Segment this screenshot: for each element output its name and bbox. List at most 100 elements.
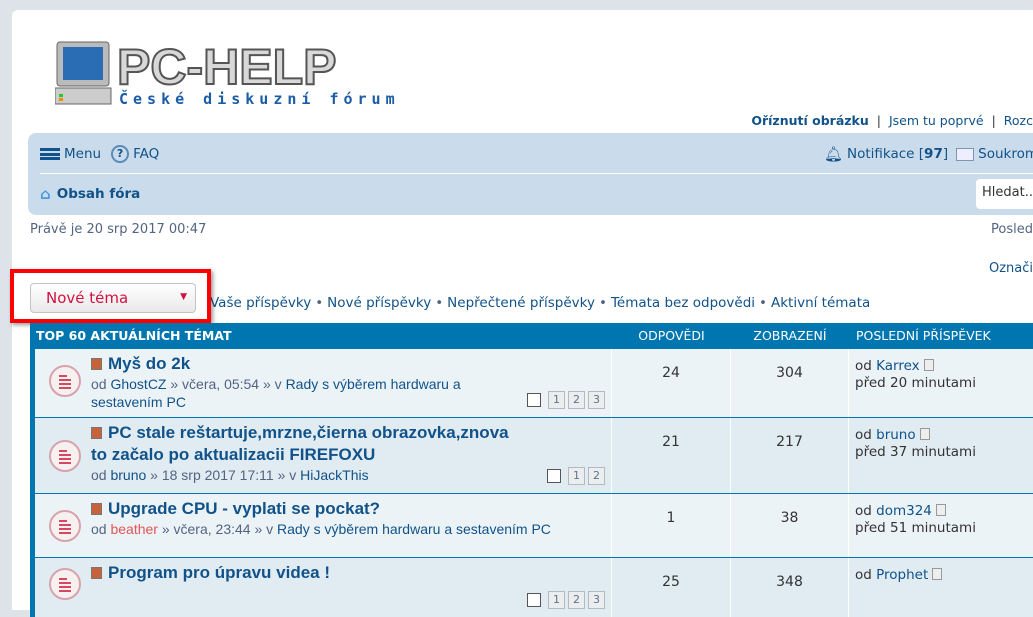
navbar-divider (40, 173, 1033, 174)
topic-title-link[interactable]: Myš do 2k (108, 354, 191, 373)
view-latest-post-icon[interactable] (935, 504, 946, 516)
last-author-link[interactable]: Karrex (876, 358, 920, 374)
pc-help-logo[interactable]: PC-HELP České diskuzní fórum (55, 40, 417, 108)
view-latest-post-icon[interactable] (932, 568, 943, 580)
messages-link[interactable]: Soukrom (978, 146, 1033, 162)
header-title: TOP 60 AKTUÁLNÍCH TÉMAT (36, 328, 232, 343)
last-post: od dom324 před 51 minutami (849, 494, 982, 557)
header-last-post: POSLEDNÍ PŘÍSPĚVEK (856, 328, 991, 343)
crop-image-link[interactable]: Oříznutí obrázku (751, 113, 869, 128)
page-link[interactable]: 1 (548, 591, 565, 609)
search-input[interactable]: Hledat... (976, 179, 1033, 209)
post-icon (91, 427, 102, 439)
notifications-label: Notifikace [ (847, 146, 925, 162)
view-latest-post-icon[interactable] (919, 428, 930, 440)
multipage-icon (547, 469, 561, 483)
last-author-link[interactable]: Prophet (876, 567, 929, 583)
first-time-link[interactable]: Jsem tu poprvé (888, 113, 984, 128)
last-post: od Karrex před 20 minutami (849, 349, 982, 417)
your-posts-link[interactable]: Vaše příspěvky (210, 295, 312, 311)
author-link[interactable]: bruno (110, 467, 147, 483)
topic-read-icon (49, 568, 81, 600)
page-link[interactable]: 3 (588, 391, 605, 409)
unread-posts-link[interactable]: Nepřečtené příspěvky (447, 295, 595, 311)
topic-meta: od beather » včera, 23:44 » v Rady s výb… (91, 520, 591, 538)
topic-meta: od GhostCZ » včera, 05:54 » v Rady s výb… (91, 375, 511, 411)
new-topic-button[interactable]: Nové téma ▼ (30, 283, 196, 313)
post-time: » včera, 23:44 » v (157, 521, 278, 537)
topics-table: TOP 60 AKTUÁLNÍCH TÉMAT ODPOVĚDI ZOBRAZE… (30, 323, 1033, 617)
notifications-link[interactable]: Notifikace [97] (847, 146, 948, 162)
last-post-time: před 20 minutami (855, 375, 976, 391)
view-latest-post-icon[interactable] (923, 359, 934, 371)
page-link[interactable]: 2 (568, 591, 585, 609)
navbar: Menu ? FAQ 🔔︎ Notifikace [97] Soukrom ⌂ … (28, 133, 1033, 215)
forum-index-link[interactable]: Obsah fóra (56, 186, 141, 202)
by-label: od (91, 376, 111, 392)
topic-title-link[interactable]: PC stale reštartuje,mrzne,čierna obrazov… (91, 423, 509, 464)
header-views: ZOBRAZENÍ (753, 328, 827, 343)
last-visit: Posled (991, 222, 1033, 237)
multipage-icon (527, 593, 541, 607)
post-icon (91, 503, 102, 515)
by-label: od (855, 567, 877, 583)
topic-read-icon (49, 365, 81, 397)
table-row: PC stale reštartuje,mrzne,čierna obrazov… (35, 417, 1033, 493)
page-link[interactable]: 1 (548, 391, 565, 409)
post-icon (91, 358, 102, 370)
faq-link[interactable]: FAQ (133, 146, 160, 162)
new-posts-link[interactable]: Nové příspěvky (327, 295, 432, 311)
page-link[interactable]: 2 (568, 391, 585, 409)
by-label: od (855, 503, 877, 519)
views-count: 217 (731, 418, 849, 493)
by-label: od (855, 358, 877, 374)
by-label: od (91, 521, 111, 537)
forum-link[interactable]: Rady s výběrem hardwaru a sestavením PC (91, 376, 461, 410)
svg-text:PC-HELP: PC-HELP (117, 40, 336, 95)
svg-text:České diskuzní fórum: České diskuzní fórum (119, 89, 400, 108)
last-author-link[interactable]: dom324 (876, 503, 932, 519)
caret-down-icon: ▼ (180, 292, 187, 302)
forum-link[interactable]: HiJackThis (300, 467, 369, 483)
more-link[interactable]: Rozc (1003, 113, 1033, 128)
mark-read-link[interactable]: Označi (988, 261, 1033, 276)
topic-title-link[interactable]: Program pro úpravu videa ! (108, 563, 330, 582)
header-replies: ODPOVĚDI (638, 328, 705, 343)
topic-meta: od bruno » 18 srp 2017 17:11 » v HiJackT… (91, 466, 511, 484)
table-row: Myš do 2k od GhostCZ » včera, 05:54 » v … (35, 348, 1033, 417)
page-link[interactable]: 2 (588, 467, 605, 485)
menu-icon[interactable] (40, 148, 60, 160)
notifications-bracket: ] (942, 146, 949, 162)
active-topics-link[interactable]: Aktivní témata (771, 295, 871, 311)
by-label: od (91, 467, 111, 483)
views-count: 304 (731, 349, 849, 417)
multipage-icon (527, 393, 541, 407)
current-date: Právě je 20 srp 2017 00:47 (30, 222, 207, 237)
author-link[interactable]: GhostCZ (110, 376, 167, 392)
post-time: » včera, 05:54 » v (166, 376, 286, 392)
topic-title-link[interactable]: Upgrade CPU - vyplati se pockat? (108, 499, 381, 518)
table-header: TOP 60 AKTUÁLNÍCH TÉMAT ODPOVĚDI ZOBRAZE… (35, 323, 1033, 348)
table-row: Upgrade CPU - vyplati se pockat? od beat… (35, 493, 1033, 557)
forum-link[interactable]: Rady s výběrem hardwaru a sestavením PC (277, 521, 551, 537)
replies-count: 24 (612, 349, 731, 417)
last-post-time: před 37 minutami (855, 444, 976, 460)
page-link[interactable]: 1 (568, 467, 585, 485)
bell-icon[interactable]: 🔔︎ (823, 145, 843, 163)
author-link[interactable]: beather (110, 521, 158, 537)
by-label: od (855, 427, 877, 443)
envelope-icon[interactable] (956, 147, 975, 161)
last-author-link[interactable]: bruno (876, 427, 916, 443)
faq-icon[interactable]: ? (111, 145, 130, 163)
topic-read-icon (49, 510, 81, 542)
highlight-box (10, 269, 211, 323)
last-post: od Prophet (849, 558, 948, 617)
home-icon[interactable]: ⌂ (40, 185, 51, 203)
menu-button[interactable]: Menu (64, 146, 102, 162)
last-post: od bruno před 37 minutami (849, 418, 982, 493)
page-link[interactable]: 3 (588, 591, 605, 609)
unanswered-topics-link[interactable]: Témata bez odpovědi (610, 295, 756, 311)
